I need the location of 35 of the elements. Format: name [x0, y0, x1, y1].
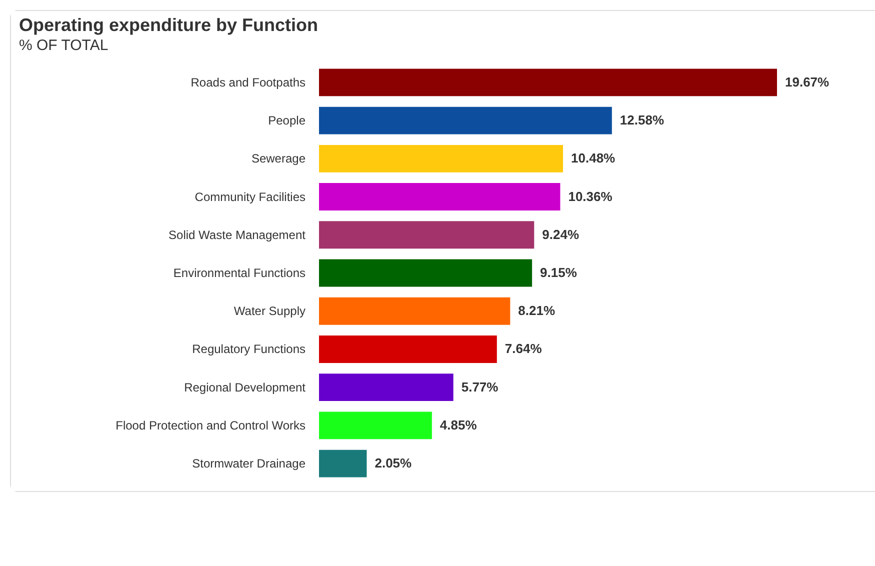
data-label: 12.58%: [620, 112, 664, 128]
data-label: 9.15%: [540, 265, 578, 280]
y-tick-label: Community Facilities: [194, 190, 306, 204]
data-label: 10.48%: [571, 150, 616, 166]
bar: [319, 68, 777, 96]
text: Operating expenditure by Function: [19, 15, 318, 35]
data-label: 10.36%: [568, 188, 613, 204]
y-tick-label: Regulatory Functions: [192, 342, 306, 356]
data-label: 7.64%: [504, 341, 542, 356]
bar: [319, 183, 560, 210]
bar: [319, 336, 497, 363]
y-tick-label: People: [268, 114, 306, 128]
y-tick-label: Water Supply: [234, 304, 306, 318]
y-tick-label: Stormwater Drainage: [192, 456, 306, 471]
bar: [319, 297, 510, 325]
data-label: 9.24%: [542, 226, 580, 242]
data-label: 8.21%: [518, 303, 556, 318]
text: % OF TOTAL: [19, 37, 108, 54]
bar: [319, 412, 432, 440]
bar: [319, 259, 532, 287]
bar: [319, 106, 612, 134]
data-label: 4.85%: [440, 417, 478, 432]
bar: [319, 221, 534, 249]
y-tick-label: Regional Development: [184, 380, 306, 394]
bar: [319, 374, 454, 402]
bar: [319, 144, 564, 172]
y-tick-label: Roads and Footpaths: [190, 75, 306, 90]
data-label: 5.77%: [461, 379, 499, 394]
bar: [319, 450, 367, 478]
y-tick-label: Solid Waste Management: [168, 228, 306, 242]
y-tick-label: Flood Protection and Control Works: [116, 418, 306, 432]
data-label: 2.05%: [374, 456, 412, 471]
y-tick-label: Environmental Functions: [173, 266, 306, 280]
data-label: 19.67%: [785, 74, 830, 90]
y-tick-label: Sewerage: [251, 152, 306, 166]
